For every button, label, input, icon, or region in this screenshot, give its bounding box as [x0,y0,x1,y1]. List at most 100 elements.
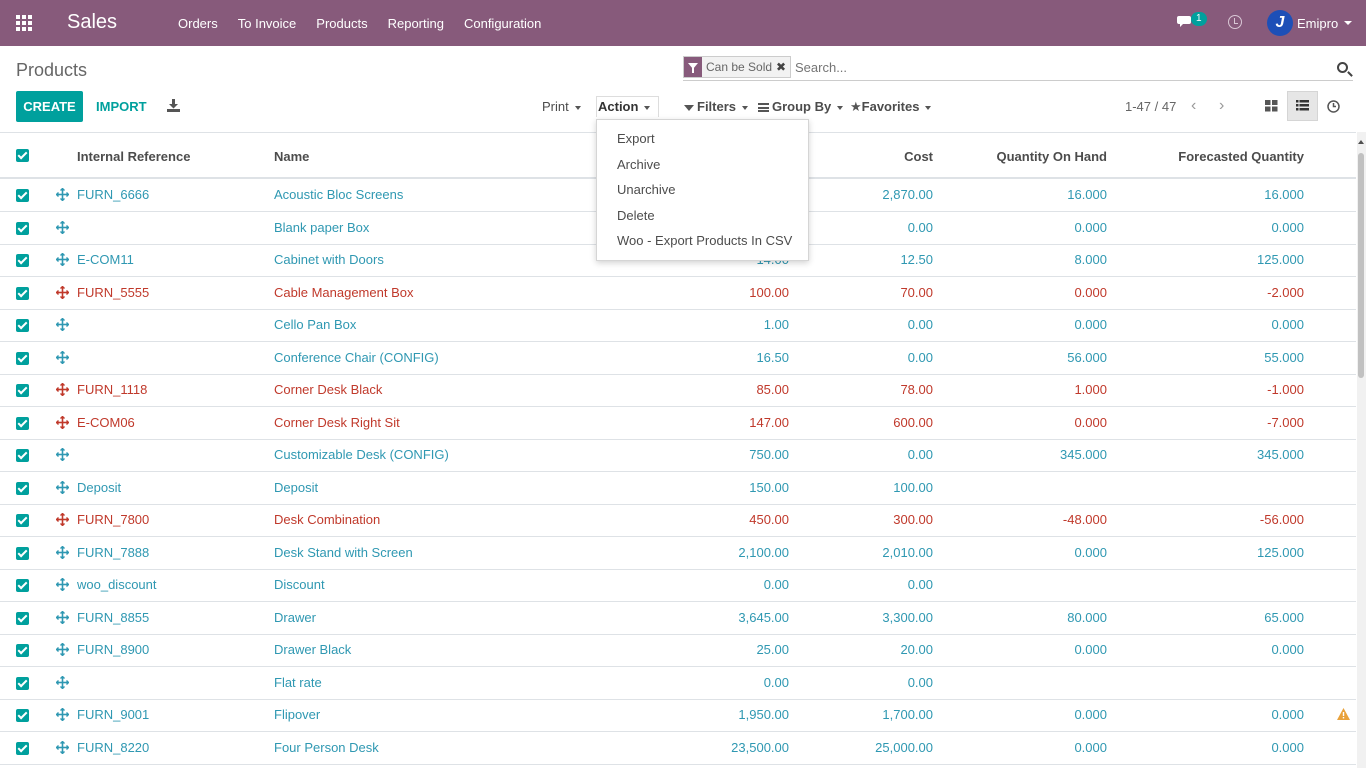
table-row[interactable]: FURN_8855 Drawer 3,645.00 3,300.00 80.000 65.… [0,602,1356,635]
header-quantity-on-hand[interactable]: Quantity On Hand [996,149,1108,164]
menu-products[interactable]: Products [316,16,368,31]
row-checkbox[interactable] [16,319,29,332]
activity-clock-icon[interactable] [1228,15,1242,29]
activity-view-button[interactable] [1318,91,1349,121]
drag-handle-icon[interactable] [56,448,69,461]
table-row[interactable]: woo_discount Discount 0.00 0.00 [0,569,1356,602]
table-row[interactable]: E-COM06 Corner Desk Right Sit 147.00 600.00… [0,407,1356,440]
row-checkbox[interactable] [16,384,29,397]
user-avatar[interactable]: J [1267,10,1293,36]
list-icon [1296,100,1309,111]
app-name[interactable]: Sales [67,11,118,33]
row-checkbox[interactable] [16,709,29,722]
table-row[interactable]: FURN_1118 Corner Desk Black 85.00 78.00 1.00… [0,374,1356,407]
row-checkbox[interactable] [16,189,29,202]
table-row[interactable]: Deposit Deposit 150.00 100.00 [0,472,1356,505]
create-button[interactable]: CREATE [16,91,83,122]
list-view-button[interactable] [1287,91,1318,121]
table-row[interactable]: Conference Chair (CONFIG) 16.50 0.00 56.000… [0,342,1356,375]
table-row[interactable]: FURN_7888 Desk Stand with Screen 2,100.00 2… [0,537,1356,570]
row-checkbox[interactable] [16,514,29,527]
select-all-checkbox[interactable] [16,149,29,162]
groupby-dropdown[interactable]: Group By [758,99,844,114]
favorites-dropdown[interactable]: ★Favorites [850,99,932,115]
chat-icon[interactable] [1177,15,1193,28]
row-checkbox[interactable] [16,221,29,235]
print-dropdown[interactable]: Print [542,99,581,114]
import-button[interactable]: IMPORT [96,99,147,114]
search-input[interactable] [795,57,1315,77]
cell-internal-reference: woo_discount [77,577,157,592]
user-menu-caret-icon[interactable] [1344,21,1352,25]
warning-icon[interactable] [1337,708,1350,720]
action-export[interactable]: Export [617,131,655,146]
row-checkbox[interactable] [16,741,29,755]
download-icon[interactable] [167,99,180,112]
action-dropdown[interactable]: Action [596,96,660,117]
drag-handle-icon[interactable] [56,285,69,299]
row-checkbox[interactable] [16,351,29,365]
row-checkbox[interactable] [16,416,29,430]
drag-handle-icon[interactable] [56,220,69,234]
drag-handle-icon[interactable] [56,188,69,201]
facet-remove-icon[interactable]: ✖ [776,60,787,74]
table-row[interactable]: Cello Pan Box 1.00 0.00 0.000 0.000 [0,309,1356,342]
drag-handle-icon[interactable] [56,675,69,689]
header-internal-reference[interactable]: Internal Reference [77,149,191,164]
table-row[interactable]: FURN_8900 Drawer Black 25.00 20.00 0.000 0.00… [0,634,1356,667]
menu-orders[interactable]: Orders [178,16,218,31]
table-row[interactable]: FURN_9001 Flipover 1,950.00 1,700.00 0.000 0.… [0,699,1356,732]
drag-handle-icon[interactable] [56,545,69,559]
table-row[interactable]: Flat rate 0.00 0.00 [0,667,1356,700]
drag-handle-icon[interactable] [56,513,69,526]
cell-quantity-on-hand: -48.000 [1062,512,1107,527]
header-forecasted-quantity[interactable]: Forecasted Quantity [1178,149,1304,164]
drag-handle-icon[interactable] [56,740,69,754]
user-name[interactable]: Emipro [1297,16,1339,31]
row-checkbox[interactable] [16,676,29,690]
vertical-scrollbar[interactable] [1357,132,1366,768]
row-checkbox[interactable] [16,611,29,625]
scroll-up-icon[interactable] [1358,140,1364,144]
table-row[interactable]: FURN_7800 Desk Combination 450.00 300.00 -48… [0,504,1356,537]
header-name[interactable]: Name [274,149,310,164]
drag-handle-icon[interactable] [56,253,69,266]
filters-dropdown[interactable]: Filters [684,99,749,114]
drag-handle-icon[interactable] [56,708,69,721]
table-row[interactable]: FURN_8220 Four Person Desk 23,500.00 25,000… [0,732,1356,765]
action-archive[interactable]: Archive [617,156,661,172]
search-icon[interactable] [1337,62,1348,73]
scrollbar-thumb[interactable] [1358,153,1364,378]
table-row[interactable]: Customizable Desk (CONFIG) 750.00 0.00 345.… [0,439,1356,472]
row-checkbox[interactable] [16,644,29,657]
row-checkbox[interactable] [16,546,29,560]
menu-configuration[interactable]: Configuration [463,16,542,31]
drag-handle-icon[interactable] [56,610,69,624]
menu-reporting[interactable]: Reporting [387,16,444,31]
action-delete[interactable]: Delete [617,207,655,223]
drag-handle-icon[interactable] [56,415,69,429]
pager-previous-icon[interactable]: ‹ [1191,97,1197,114]
row-checkbox[interactable] [16,481,29,495]
pager-next-icon[interactable]: › [1219,97,1225,114]
drag-handle-icon[interactable] [56,643,69,656]
row-checkbox[interactable] [16,286,29,300]
row-checkbox[interactable] [16,579,29,592]
apps-menu-icon[interactable] [16,15,34,31]
cell-quantity-on-hand: 16.000 [1067,187,1107,202]
pager-value[interactable]: 1-47 / 47 [1125,99,1177,114]
table-row[interactable]: FURN_5555 Cable Management Box 100.00 70.00… [0,277,1356,310]
row-checkbox[interactable] [16,449,29,462]
row-checkbox[interactable] [16,254,29,267]
drag-handle-icon[interactable] [56,318,69,331]
menu-to-invoice[interactable]: To Invoice [237,16,297,31]
kanban-view-button[interactable] [1256,91,1287,121]
drag-handle-icon[interactable] [56,480,69,494]
action-woo-export-csv[interactable]: Woo - Export Products In CSV [617,233,793,248]
action-unarchive[interactable]: Unarchive [617,182,676,197]
header-cost[interactable]: Cost [904,149,933,164]
drag-handle-icon[interactable] [56,578,69,591]
drag-handle-icon[interactable] [56,383,69,396]
drag-handle-icon[interactable] [56,350,69,364]
